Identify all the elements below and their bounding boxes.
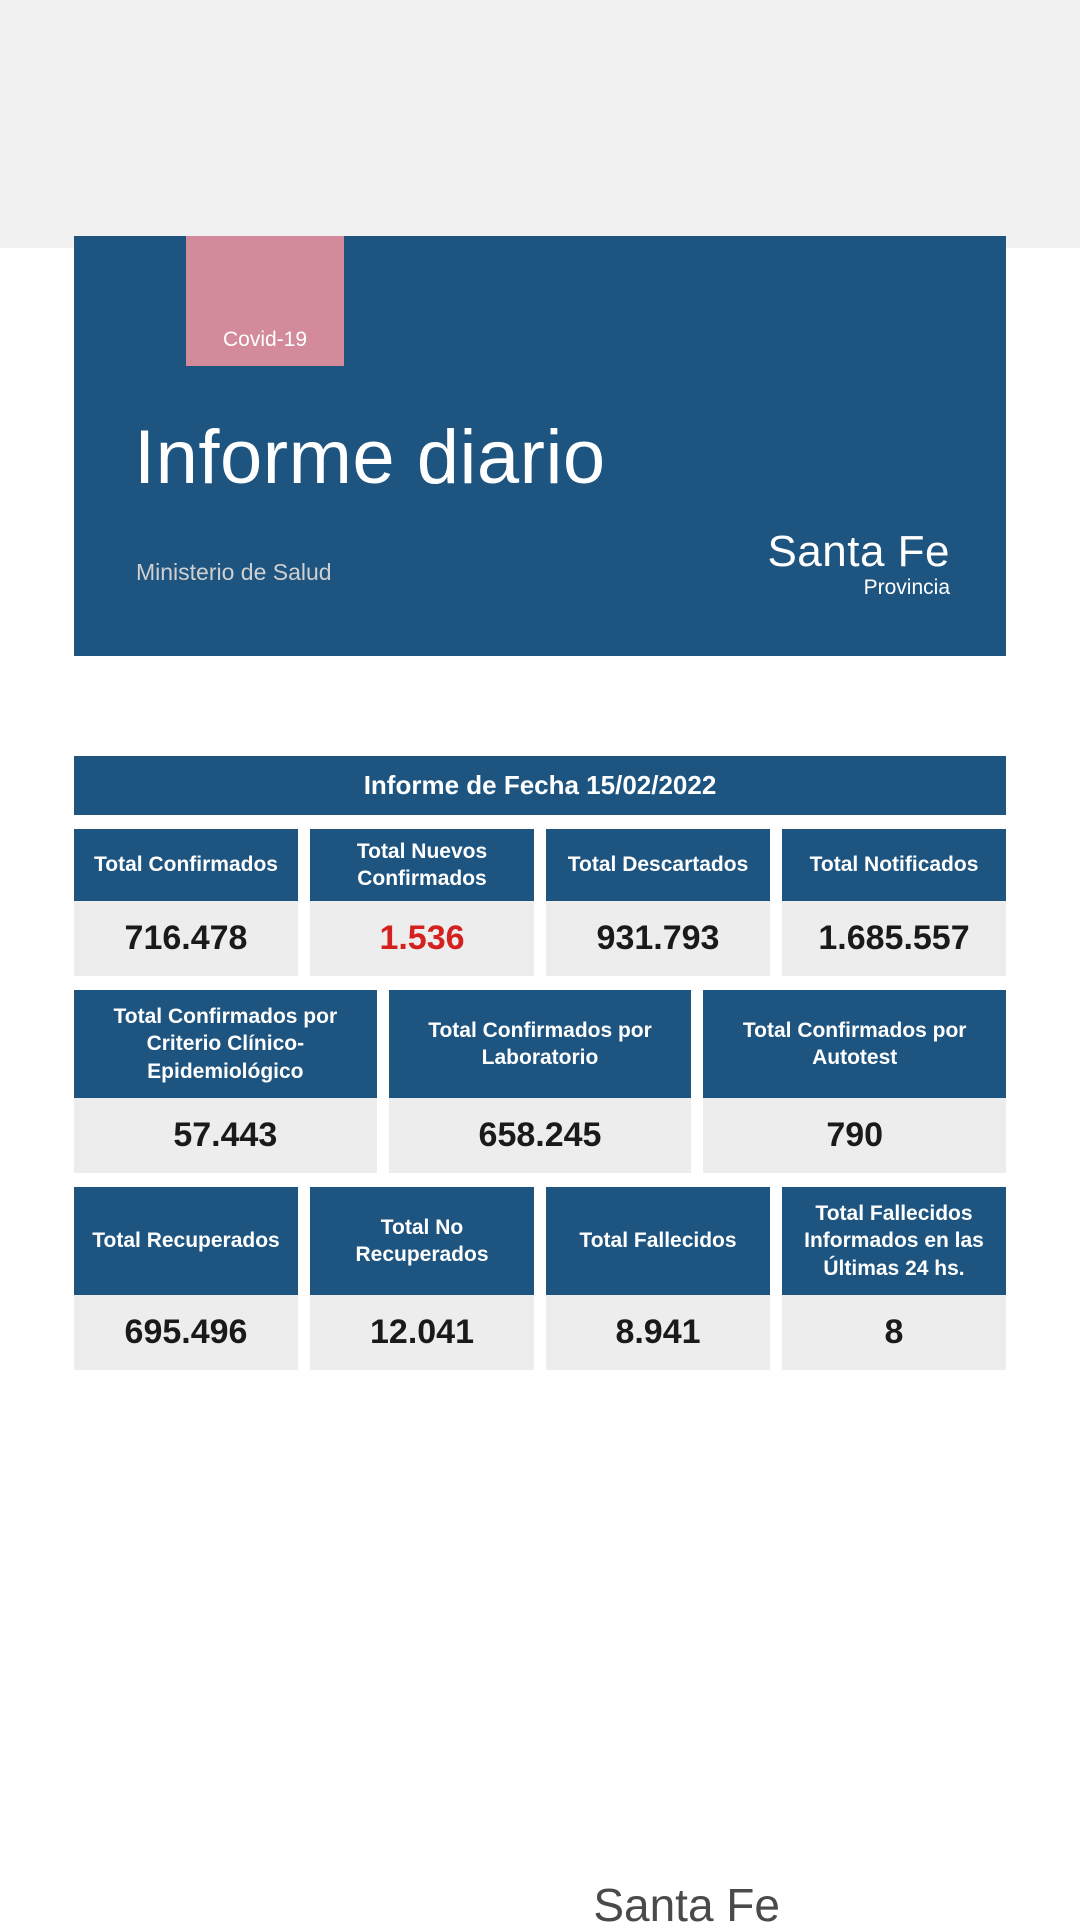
stat-value: 716.478	[74, 901, 298, 976]
stat-value: 8.941	[546, 1295, 770, 1370]
stat-card-notificados: Total Notificados 1.685.557	[782, 829, 1006, 976]
stat-label: Total Nuevos Confirmados	[310, 829, 534, 901]
covid-tag-label: Covid-19	[223, 328, 307, 352]
stat-label: Total Notificados	[782, 829, 1006, 901]
main-title: Informe diario	[134, 414, 606, 501]
stat-card-confirmados: Total Confirmados 716.478	[74, 829, 298, 976]
stat-card-autotest: Total Confirmados por Autotest 790	[703, 990, 1006, 1173]
stat-card-fallecidos: Total Fallecidos 8.941	[546, 1187, 770, 1370]
top-gray-area	[0, 0, 1080, 248]
stat-value: 57.443	[74, 1098, 377, 1173]
stat-label: Total Confirmados por Laboratorio	[389, 990, 692, 1098]
stat-card-nuevos: Total Nuevos Confirmados 1.536	[310, 829, 534, 976]
stat-label: Total No Recuperados	[310, 1187, 534, 1295]
stat-card-fallecidos-24h: Total Fallecidos Informados en las Últim…	[782, 1187, 1006, 1370]
footer-brand: Santa Fe	[593, 1878, 780, 1932]
brand-sub: Provincia	[767, 576, 950, 600]
stat-value: 658.245	[389, 1098, 692, 1173]
ministry-label: Ministerio de Salud	[136, 559, 332, 586]
stat-card-no-recuperados: Total No Recuperados 12.041	[310, 1187, 534, 1370]
stat-value: 12.041	[310, 1295, 534, 1370]
stat-card-descartados: Total Descartados 931.793	[546, 829, 770, 976]
stat-value: 790	[703, 1098, 1006, 1173]
date-bar: Informe de Fecha 15/02/2022	[74, 756, 1006, 815]
covid-tag: Covid-19	[186, 236, 344, 366]
brand-main: Santa Fe	[767, 530, 950, 574]
stat-label: Total Descartados	[546, 829, 770, 901]
stat-card-clinico: Total Confirmados por Criterio Clínico-E…	[74, 990, 377, 1173]
brand-block: Santa Fe Provincia	[767, 530, 950, 600]
stats-row-2: Total Confirmados por Criterio Clínico-E…	[74, 990, 1006, 1173]
stat-label: Total Confirmados por Autotest	[703, 990, 1006, 1098]
stat-value: 1.685.557	[782, 901, 1006, 976]
stat-label: Total Confirmados por Criterio Clínico-E…	[74, 990, 377, 1098]
stat-card-laboratorio: Total Confirmados por Laboratorio 658.24…	[389, 990, 692, 1173]
stat-value: 695.496	[74, 1295, 298, 1370]
stat-value: 8	[782, 1295, 1006, 1370]
stats-row-3: Total Recuperados 695.496 Total No Recup…	[74, 1187, 1006, 1370]
stat-label: Total Confirmados	[74, 829, 298, 901]
stat-card-recuperados: Total Recuperados 695.496	[74, 1187, 298, 1370]
stat-label: Total Fallecidos Informados en las Últim…	[782, 1187, 1006, 1295]
header-card: Covid-19 Informe diario Ministerio de Sa…	[74, 236, 1006, 656]
stat-value: 931.793	[546, 901, 770, 976]
stat-label: Total Recuperados	[74, 1187, 298, 1295]
stats-row-1: Total Confirmados 716.478 Total Nuevos C…	[74, 829, 1006, 976]
stat-label: Total Fallecidos	[546, 1187, 770, 1295]
stat-value: 1.536	[310, 901, 534, 976]
